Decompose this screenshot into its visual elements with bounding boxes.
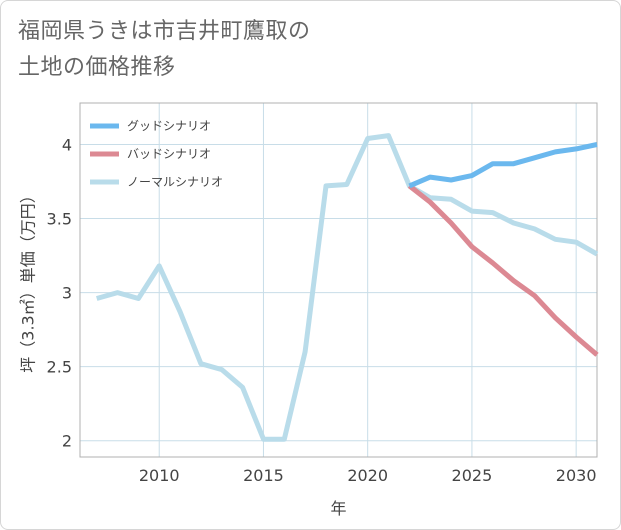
series-lines xyxy=(96,133,599,442)
legend-label-2: ノーマルシナリオ xyxy=(127,175,223,189)
chart-title: 福岡県うきは市吉井町鷹取の 土地の価格推移 xyxy=(18,14,578,86)
series-line-1 xyxy=(407,183,599,357)
y-tick-label: 2.5 xyxy=(47,358,72,377)
legend-label-1: バッドシナリオ xyxy=(127,147,211,161)
series-line-2 xyxy=(96,133,599,442)
grid xyxy=(80,103,597,457)
x-tick-label: 2015 xyxy=(243,466,284,485)
y-axis-label: 坪（3.3㎡）単価（万円） xyxy=(19,187,38,372)
y-tick-label: 3.5 xyxy=(47,210,72,229)
plot-frame xyxy=(79,102,598,458)
y-tick-label: 4 xyxy=(62,135,72,154)
x-axis-label: 年 xyxy=(330,499,346,518)
legend-label-0: グッドシナリオ xyxy=(127,119,211,133)
tick-labels: 2010 2015 2020 2025 2030 2 2.5 3 3.5 4 xyxy=(47,135,597,485)
x-tick-label: 2030 xyxy=(556,466,597,485)
chart-title-line1: 福岡県うきは市吉井町鷹取の xyxy=(18,19,311,44)
y-tick-label: 2 xyxy=(62,432,72,451)
chart-title-line2: 土地の価格推移 xyxy=(18,55,176,80)
x-tick-label: 2020 xyxy=(347,466,388,485)
series-line-0 xyxy=(408,142,598,189)
x-tick-label: 2010 xyxy=(139,466,180,485)
x-tick-label: 2025 xyxy=(452,466,493,485)
y-tick-label: 3 xyxy=(62,284,72,303)
